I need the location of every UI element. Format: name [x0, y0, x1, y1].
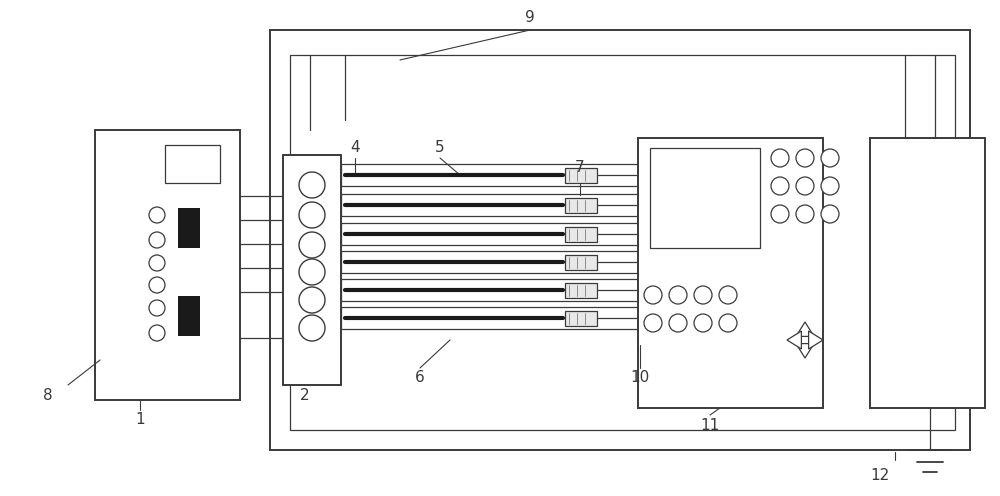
Circle shape [149, 232, 165, 248]
Circle shape [149, 255, 165, 271]
Text: 8: 8 [43, 387, 53, 402]
Bar [565, 310, 597, 325]
Polygon shape [809, 331, 823, 349]
Text: 9: 9 [525, 10, 535, 25]
Text: 6: 6 [415, 371, 425, 385]
Circle shape [299, 172, 325, 198]
Bar [565, 254, 597, 269]
Circle shape [796, 177, 814, 195]
Circle shape [149, 300, 165, 316]
Bar [341, 194, 638, 216]
Text: 2: 2 [300, 387, 310, 402]
Circle shape [644, 314, 662, 332]
Circle shape [821, 177, 839, 195]
Circle shape [149, 277, 165, 293]
Bar [341, 223, 638, 245]
Bar [165, 145, 220, 183]
Bar [283, 155, 341, 385]
Bar [565, 168, 597, 183]
Circle shape [669, 314, 687, 332]
Polygon shape [787, 331, 801, 349]
Text: 5: 5 [435, 140, 445, 156]
Text: 7: 7 [575, 161, 585, 176]
Bar [95, 130, 240, 400]
Circle shape [299, 315, 325, 341]
Polygon shape [796, 322, 814, 336]
Bar [341, 307, 638, 329]
Circle shape [771, 177, 789, 195]
Circle shape [771, 205, 789, 223]
Text: 4: 4 [350, 140, 360, 156]
Circle shape [299, 232, 325, 258]
Bar [565, 283, 597, 298]
Bar [565, 227, 597, 242]
Circle shape [796, 149, 814, 167]
Bar [650, 148, 760, 248]
Circle shape [694, 286, 712, 304]
Circle shape [299, 202, 325, 228]
Circle shape [149, 325, 165, 341]
Bar [290, 55, 955, 430]
Circle shape [771, 149, 789, 167]
Bar [565, 197, 597, 212]
Circle shape [821, 205, 839, 223]
Circle shape [669, 286, 687, 304]
Bar [341, 279, 638, 301]
Circle shape [821, 149, 839, 167]
Bar [638, 138, 823, 408]
Text: 12: 12 [870, 468, 890, 483]
Circle shape [299, 287, 325, 313]
Circle shape [644, 286, 662, 304]
Text: 11: 11 [700, 418, 720, 433]
Circle shape [299, 259, 325, 285]
Bar [870, 138, 985, 408]
Bar [341, 164, 638, 186]
Circle shape [149, 207, 165, 223]
Bar [341, 251, 638, 273]
Circle shape [719, 314, 737, 332]
Circle shape [796, 205, 814, 223]
Bar [270, 30, 970, 450]
Polygon shape [796, 344, 814, 358]
Circle shape [694, 314, 712, 332]
Circle shape [719, 286, 737, 304]
Bar [178, 208, 200, 248]
Text: 10: 10 [630, 371, 650, 385]
Text: 1: 1 [135, 413, 145, 428]
Bar [178, 296, 200, 336]
